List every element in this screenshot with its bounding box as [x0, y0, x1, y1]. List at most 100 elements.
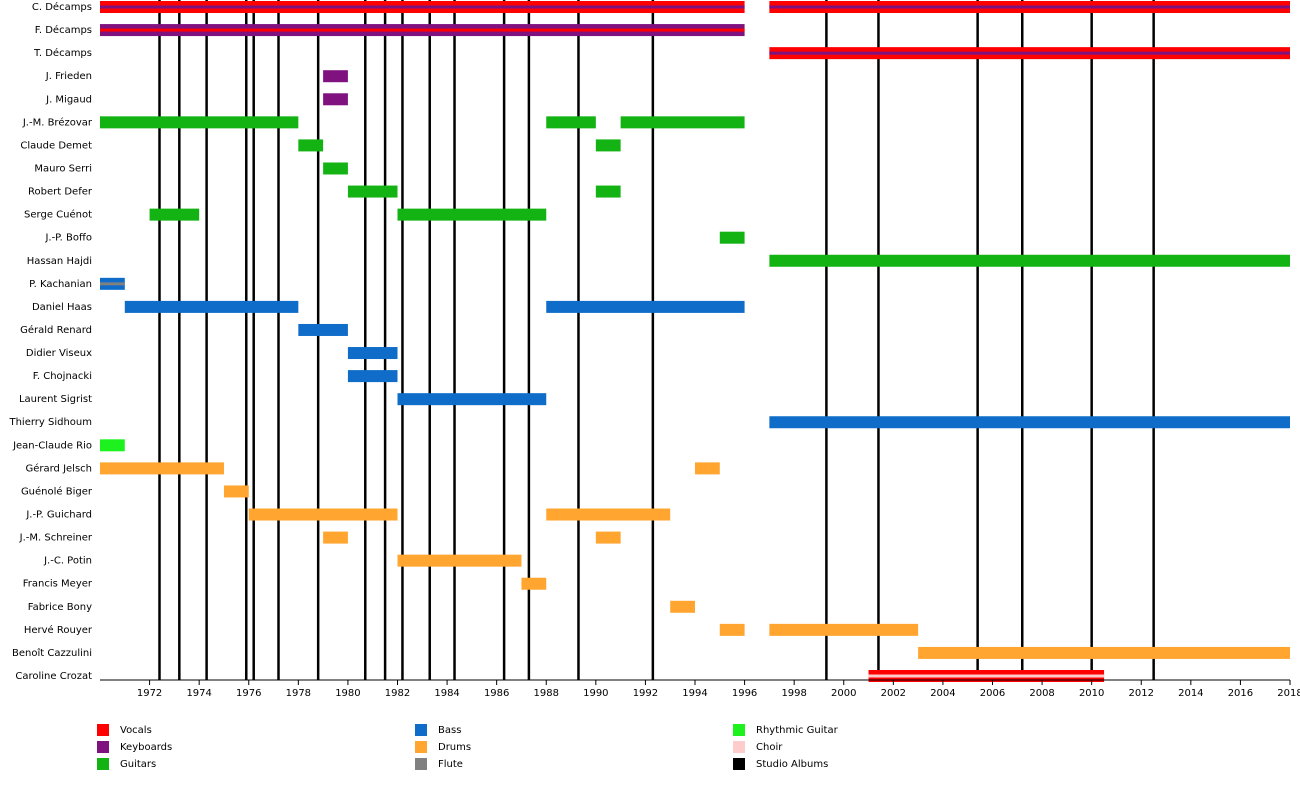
x-tick-label: 2002 [881, 688, 906, 699]
legend-label: Choir [756, 742, 783, 753]
x-tick-label: 1992 [633, 688, 658, 699]
member-label: Hervé Rouyer [24, 624, 93, 636]
member-label: Mauro Serri [34, 163, 92, 174]
x-tick-label: 2004 [930, 688, 955, 699]
member-label: Serge Cuénot [24, 209, 92, 221]
x-tick-label: 1978 [286, 688, 311, 699]
legend-swatch [97, 741, 109, 753]
member-label: Fabrice Bony [28, 602, 92, 613]
tenure-stripe [100, 28, 745, 32]
member-label: Francis Meyer [23, 579, 93, 590]
tenure-bar [347, 370, 398, 383]
member-label: C. Décamps [32, 1, 92, 13]
legend-swatch [97, 724, 109, 736]
x-tick-label: 2008 [1029, 688, 1054, 699]
tenure-bar [248, 508, 398, 521]
tenure-bar [124, 300, 299, 313]
member-label: Benoît Cazzulini [12, 647, 92, 659]
tenure-stripe [100, 5, 745, 9]
legend-label: Studio Albums [756, 759, 828, 770]
member-label: J.-C. Potin [43, 556, 92, 567]
member-label: J. Frieden [45, 71, 92, 82]
member-label: J.-P. Guichard [25, 510, 92, 521]
x-tick-label: 2014 [1178, 688, 1203, 699]
tenure-stripe [769, 5, 1290, 9]
member-label: Thierry Sidhoum [8, 417, 92, 428]
x-tick-label: 2012 [1129, 688, 1154, 699]
tenure-bar [323, 93, 348, 106]
member-label: J.-M. Brézovar [22, 116, 93, 128]
tenure-bar [918, 646, 1290, 659]
tenure-bar [546, 116, 596, 129]
x-tick-label: 1974 [186, 688, 211, 699]
tenure-bar [595, 531, 621, 544]
legend-label: Drums [438, 742, 471, 753]
tenure-bar [298, 139, 324, 152]
x-tick-label: 1990 [583, 688, 608, 699]
tenure-bar [521, 577, 547, 590]
member-label: Claude Demet [20, 140, 92, 151]
legend-swatch [415, 741, 427, 753]
tenure-bar [223, 485, 249, 498]
tenure-bar [397, 554, 522, 567]
x-tick-label: 1984 [434, 688, 459, 699]
tenure-stripe [100, 282, 125, 286]
legend-swatch [415, 724, 427, 736]
tenure-bar [670, 600, 695, 613]
x-tick-label: 1994 [682, 688, 707, 699]
x-tick-label: 2016 [1228, 688, 1253, 699]
tenure-bar [347, 185, 398, 198]
x-tick-label: 1980 [335, 688, 360, 699]
x-tick-label: 1976 [236, 688, 261, 699]
member-label: Robert Defer [28, 187, 93, 198]
member-label: F. Chojnacki [33, 371, 92, 382]
legend-label: Rhythmic Guitar [756, 725, 839, 736]
member-label: J.-M. Schreiner [19, 533, 93, 544]
tenure-bar [695, 462, 720, 475]
tenure-bar [595, 185, 621, 198]
tenure-bar [347, 347, 398, 360]
legend-swatch [733, 741, 745, 753]
tenure-bar [397, 208, 547, 221]
tenure-bar [769, 416, 1290, 429]
member-label: Guénolé Biger [21, 485, 93, 497]
x-tick-label: 2000 [831, 688, 856, 699]
x-tick-label: 1996 [732, 688, 757, 699]
tenure-bar [769, 623, 919, 636]
x-tick-label: 1988 [534, 688, 559, 699]
x-tick-label: 2010 [1079, 688, 1104, 699]
member-label: J.-P. Boffo [44, 233, 92, 244]
member-label: Gérald Renard [20, 324, 92, 336]
tenure-bar [397, 393, 547, 406]
member-label: Caroline Crozat [15, 671, 92, 682]
legend-swatch [415, 758, 427, 770]
member-label: Didier Viseux [26, 348, 92, 359]
x-tick-label: 1998 [781, 688, 806, 699]
member-label: Hassan Hajdi [27, 256, 92, 267]
tenure-bar [323, 70, 348, 83]
x-tick-label: 2018 [1277, 688, 1300, 699]
tenure-stripe [769, 51, 1290, 55]
tenure-bar [100, 116, 299, 129]
legend-label: Flute [438, 759, 463, 770]
tenure-bar [100, 462, 224, 475]
legend-swatch [97, 758, 109, 770]
legend-swatch [733, 724, 745, 736]
legend-label: Vocals [120, 725, 152, 736]
member-label: Gérard Jelsch [25, 462, 92, 474]
tenure-bar [620, 116, 745, 129]
member-label: J. Migaud [45, 94, 92, 105]
tenure-bar [769, 254, 1290, 267]
tenure-bar [323, 162, 348, 175]
tenure-bar [719, 623, 745, 636]
tenure-bar [298, 323, 348, 336]
member-label: Jean-Claude Rio [12, 440, 92, 451]
member-label: Daniel Haas [32, 302, 92, 313]
tenure-bar [546, 508, 671, 521]
member-label: Laurent Sigrist [19, 394, 92, 405]
tenure-bar [546, 300, 745, 313]
tenure-bar [149, 208, 200, 221]
x-tick-label: 2006 [980, 688, 1005, 699]
member-label: F. Décamps [35, 24, 92, 36]
